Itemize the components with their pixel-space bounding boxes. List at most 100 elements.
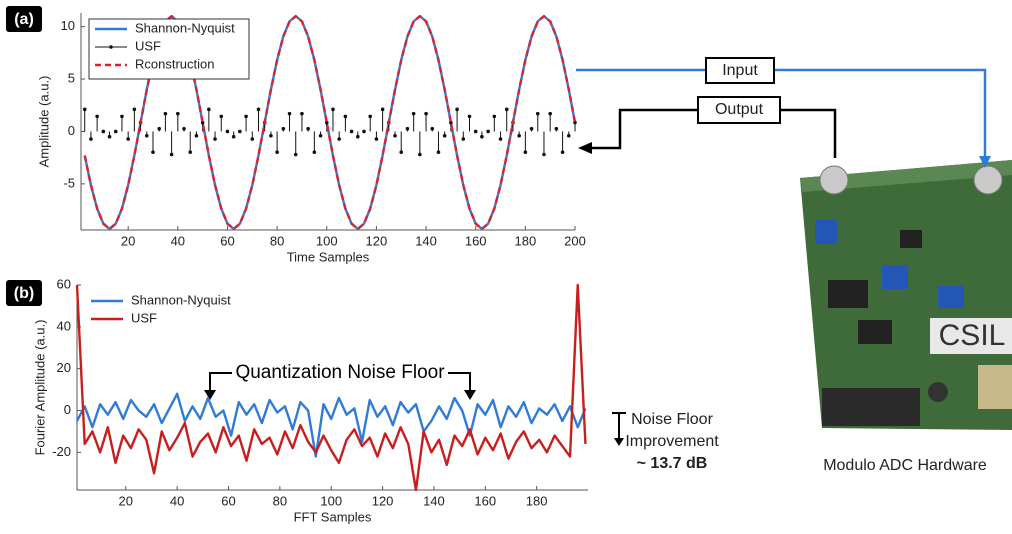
stem-marker	[442, 133, 447, 138]
stem-marker	[355, 134, 360, 139]
stem-marker	[529, 126, 534, 131]
legend-label: Rconstruction	[135, 56, 214, 71]
stem-marker	[182, 126, 186, 131]
y-tick-label: -5	[63, 175, 75, 190]
stem-marker	[523, 150, 528, 155]
stem-marker	[82, 107, 87, 112]
output-label: Output	[715, 101, 764, 118]
stem-marker	[89, 137, 93, 141]
stem-marker	[163, 111, 168, 116]
x-tick-label: 160	[465, 233, 487, 248]
stem-marker	[554, 126, 559, 131]
input-label: Input	[722, 62, 758, 79]
y-axis-label: Fourier Amplitude (a.u.)	[32, 320, 47, 456]
x-tick-label: 60	[220, 233, 234, 248]
legend-label: Shannon-Nyquist	[131, 292, 231, 307]
x-tick-label: 20	[121, 233, 135, 248]
panel-label-bg	[6, 6, 42, 32]
y-tick-label: 40	[57, 318, 71, 333]
stem-marker	[126, 137, 130, 141]
x-tick-label: 80	[273, 493, 287, 508]
stem-marker	[362, 129, 366, 134]
x-tick-label: 60	[221, 493, 235, 508]
arrow-head	[464, 390, 476, 400]
stem-marker	[293, 152, 298, 157]
series-line	[75, 392, 587, 458]
stem-marker	[542, 152, 546, 157]
legend-label: USF	[135, 38, 161, 53]
y-tick-label: 5	[68, 70, 75, 85]
stem-marker	[281, 126, 286, 131]
x-axis-label: FFT Samples	[294, 509, 372, 524]
stem-marker	[207, 107, 211, 112]
x-tick-label: 100	[320, 493, 342, 508]
stem-marker	[312, 150, 317, 155]
stem-marker	[343, 114, 348, 119]
y-tick-label: 0	[68, 123, 75, 138]
stem-marker	[566, 133, 571, 138]
stem-marker	[188, 150, 193, 155]
stem-marker	[169, 152, 174, 157]
stem-marker	[473, 129, 478, 134]
stem-marker	[95, 114, 99, 119]
x-tick-label: 40	[171, 233, 185, 248]
stem-marker	[411, 111, 416, 116]
stem-marker	[504, 107, 509, 112]
improvement-label: Improvement	[625, 433, 719, 450]
stem-marker	[157, 126, 161, 131]
stem-marker	[486, 129, 490, 134]
x-tick-label: 20	[119, 493, 133, 508]
stem-marker	[374, 137, 379, 141]
stem-marker	[225, 129, 230, 134]
x-tick-label: 120	[372, 493, 394, 508]
x-tick-label: 80	[270, 233, 284, 248]
output-box	[697, 96, 781, 124]
stem-marker	[120, 114, 124, 119]
stem-marker	[318, 133, 323, 138]
x-tick-label: 140	[423, 493, 445, 508]
stem-marker	[424, 111, 428, 116]
stem-marker	[455, 107, 459, 112]
y-tick-label: 60	[57, 276, 71, 291]
x-tick-label: 160	[474, 493, 496, 508]
stem-marker	[256, 107, 261, 112]
improvement-value: ~ 13.7 dB	[637, 455, 708, 472]
stem-marker	[349, 129, 354, 134]
hardware-photo: CSIL	[800, 160, 1012, 430]
stem-marker	[560, 150, 565, 155]
x-tick-label: 180	[526, 493, 548, 508]
stem-marker	[275, 150, 279, 155]
stem-marker	[231, 134, 236, 139]
annotation-arrow	[448, 372, 471, 392]
stem-marker	[306, 126, 310, 131]
x-tick-label: 40	[170, 493, 184, 508]
stem-marker	[405, 126, 410, 131]
panel-label: (a)	[14, 11, 34, 28]
y-tick-label: 0	[64, 402, 71, 417]
stem-marker	[219, 114, 224, 119]
panel-label-bg	[6, 280, 42, 306]
stem-marker	[368, 114, 373, 119]
stem-marker	[393, 133, 397, 138]
stem-marker	[144, 133, 149, 138]
stem-marker	[269, 133, 273, 138]
arrow-head	[204, 390, 216, 400]
improvement-label: Noise Floor	[631, 411, 713, 428]
stem-marker	[461, 137, 466, 141]
annotation: Quantization Noise Floor	[235, 362, 445, 383]
stem-marker	[480, 134, 484, 139]
stem-marker	[176, 111, 180, 116]
x-axis-label: Time Samples	[287, 249, 370, 264]
stem-marker	[399, 150, 404, 155]
stem-marker	[492, 114, 497, 119]
annotation-arrow	[209, 372, 232, 392]
x-tick-label: 200	[564, 233, 586, 248]
y-axis-label: Amplitude (a.u.)	[36, 76, 51, 168]
series-line	[75, 283, 587, 492]
stem-marker	[418, 152, 422, 157]
legend-label: USF	[131, 310, 157, 325]
stem-marker	[517, 133, 521, 138]
legend-label: Shannon-Nyquist	[135, 20, 235, 35]
stem-marker	[101, 129, 106, 134]
